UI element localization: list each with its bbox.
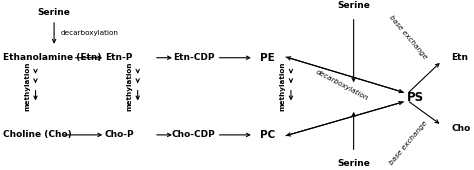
Text: Etn: Etn: [451, 53, 468, 62]
Text: Cho-P: Cho-P: [104, 130, 134, 139]
Text: base exchange: base exchange: [389, 14, 428, 60]
Text: decarboxylation: decarboxylation: [315, 69, 369, 102]
Text: methylation: methylation: [279, 61, 285, 111]
Text: Cho-CDP: Cho-CDP: [172, 130, 215, 139]
Text: Ethanolamine (Etn): Ethanolamine (Etn): [3, 53, 101, 62]
Text: PE: PE: [260, 53, 275, 63]
Text: PS: PS: [407, 91, 424, 104]
Text: Choline (Cho): Choline (Cho): [3, 130, 72, 139]
Text: Etn-P: Etn-P: [105, 53, 133, 62]
Text: Serine: Serine: [337, 158, 370, 167]
Text: decarboxylation: decarboxylation: [61, 30, 119, 36]
Text: methylation: methylation: [126, 61, 132, 111]
Text: Serine: Serine: [37, 8, 71, 17]
Text: base exchange: base exchange: [389, 120, 428, 166]
Text: Etn-CDP: Etn-CDP: [173, 53, 214, 62]
Text: PC: PC: [260, 130, 275, 140]
Text: Serine: Serine: [337, 2, 370, 11]
Text: Cho: Cho: [451, 124, 470, 133]
Text: methylation: methylation: [24, 61, 30, 111]
